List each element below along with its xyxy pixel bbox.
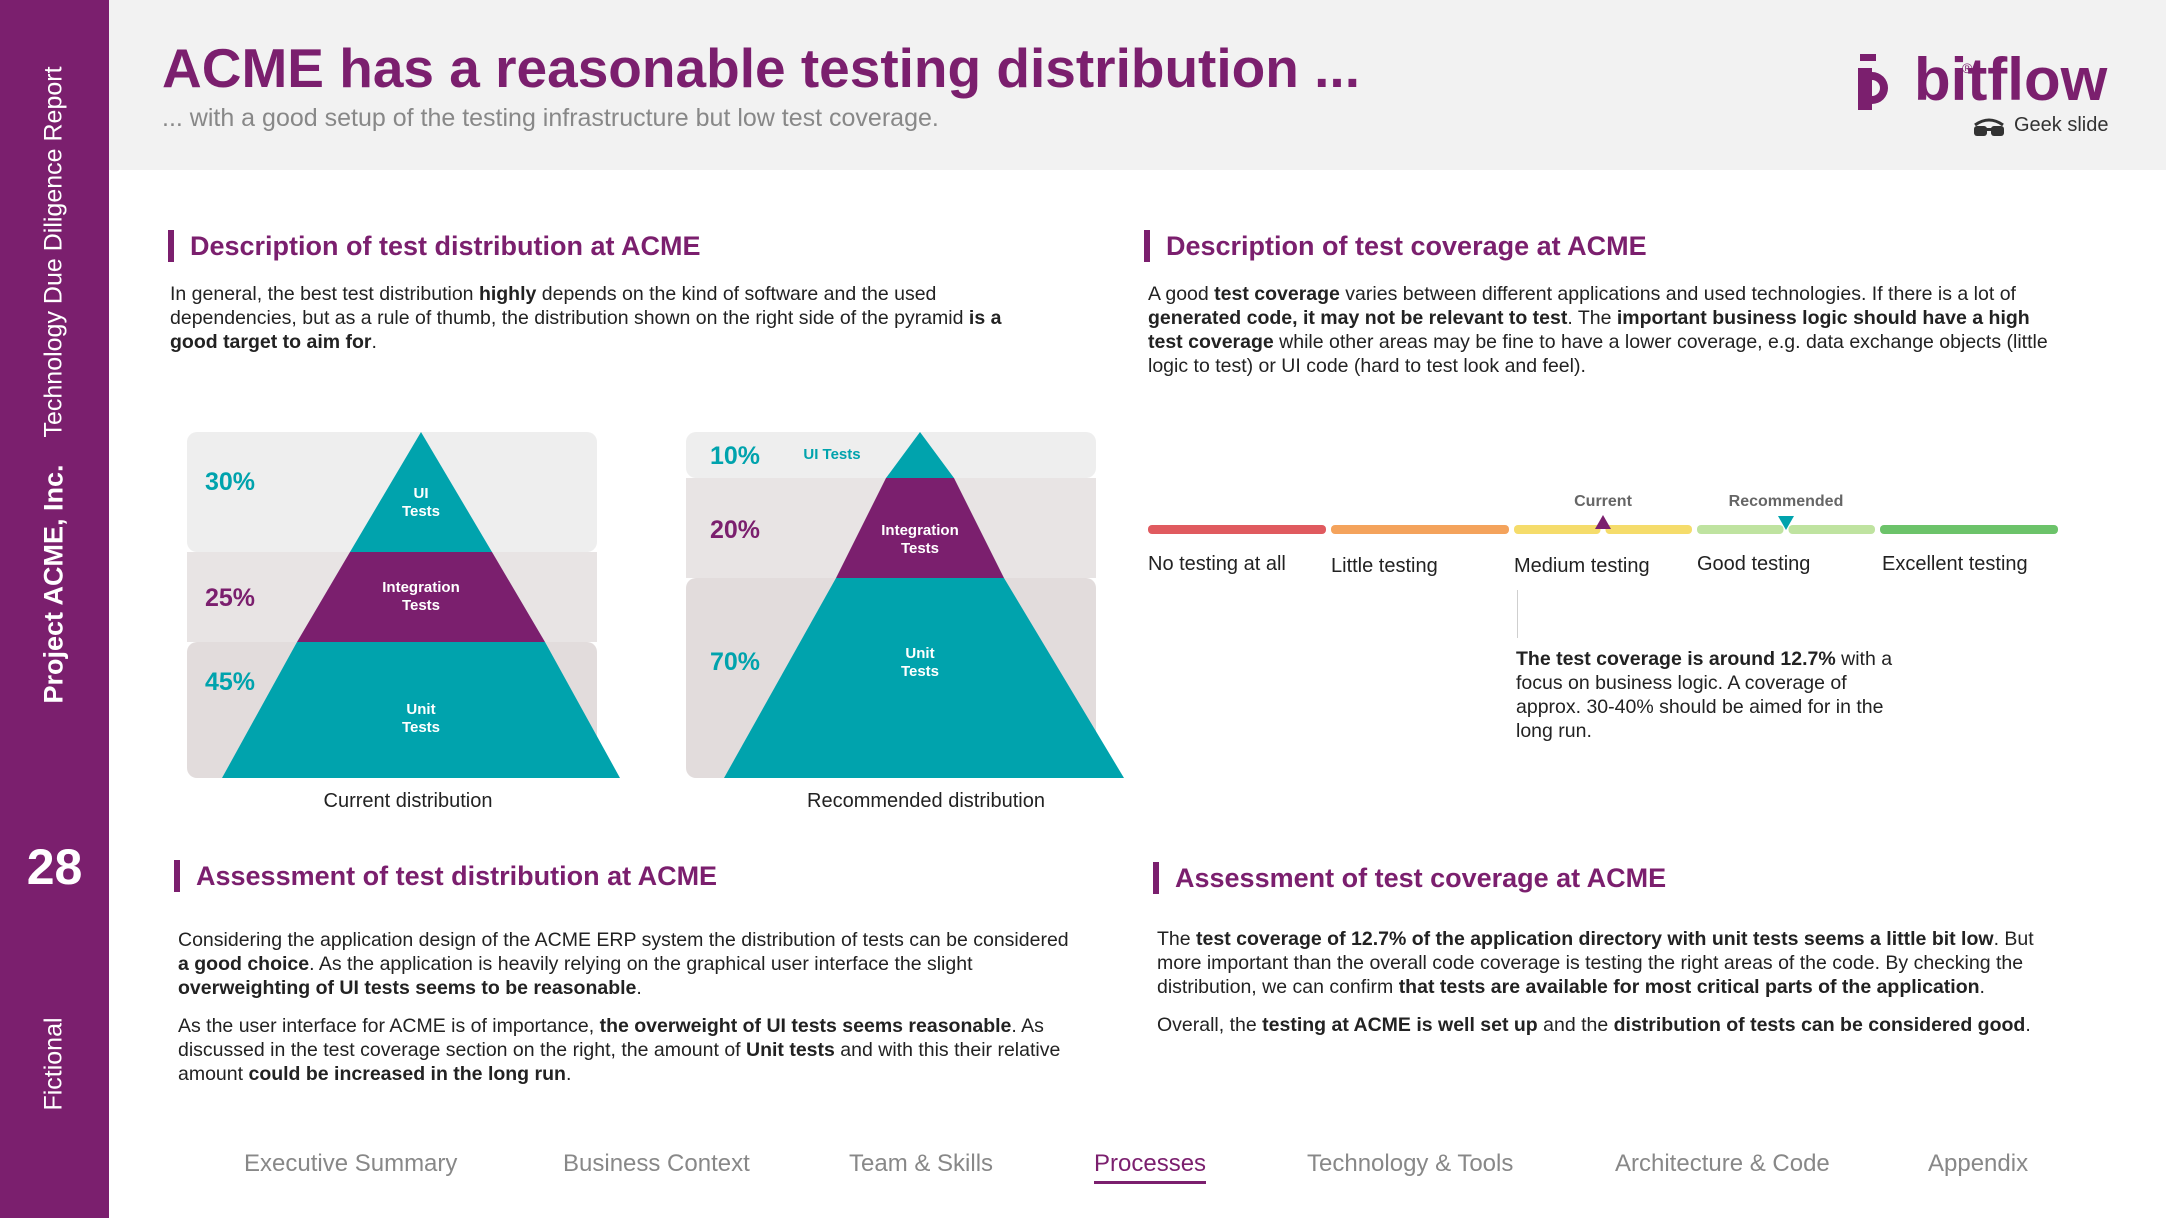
- current-ui-segment: [350, 432, 492, 552]
- bitflow-logo: bitflow: [1850, 48, 2112, 118]
- scale-segment-good-testing-b: [1788, 525, 1875, 534]
- nav-processes[interactable]: Processes: [1094, 1150, 1207, 1177]
- assessment-coverage-p1: The test coverage of 12.7% of the applic…: [1157, 928, 2034, 998]
- logo-wordmark: bitflow: [1914, 46, 2108, 113]
- recommended-pct-unit: 70%: [710, 648, 760, 676]
- nav-appendix[interactable]: Appendix: [1928, 1150, 2029, 1177]
- current-distribution-caption: Current distribution: [323, 790, 493, 812]
- scale-label-excellent-testing: Excellent testing: [1882, 553, 2028, 575]
- current-label-integration-1: Integration: [382, 579, 460, 596]
- page-subtitle: ... with a good setup of the testing inf…: [162, 104, 939, 132]
- current-label-integration-2: Tests: [402, 597, 440, 614]
- assessment-distribution-p1: Considering the application design of th…: [178, 929, 1069, 999]
- recommended-distribution-caption: Recommended distribution: [807, 790, 1045, 812]
- assessment-distribution-heading: Assessment of test distribution at ACME: [174, 860, 717, 892]
- project-name-vertical: Project ACME, Inc.: [38, 464, 69, 704]
- current-label-unit-1: Unit: [406, 701, 435, 718]
- scale-label-good-testing: Good testing: [1697, 553, 1811, 575]
- current-pct-unit: 45%: [205, 668, 255, 696]
- scale-segment-little-testing: [1331, 525, 1509, 534]
- recommended-marker-icon: [1778, 516, 1794, 530]
- recommended-label-ui: UI Tests: [803, 446, 860, 463]
- scale-label-medium-testing: Medium testing: [1514, 555, 1650, 577]
- nav-architecture-code[interactable]: Architecture & Code: [1615, 1150, 1830, 1177]
- current-label-ui-2: Tests: [402, 503, 440, 520]
- coverage-scale: Current Recommended: [1148, 493, 2058, 534]
- geek-glasses-icon: [1974, 118, 2004, 136]
- report-title-vertical: Technology Due Diligence Report: [39, 66, 68, 438]
- scale-segment-no-testing: [1148, 525, 1326, 534]
- fictional-label-vertical: Fictional: [39, 1017, 68, 1111]
- current-integration-segment: [297, 552, 545, 642]
- scale-segment-medium-testing-a: [1514, 525, 1601, 534]
- nav-active-underline: [1094, 1181, 1206, 1184]
- sidebar: [0, 0, 109, 1218]
- scale-segment-good-testing-a: [1697, 525, 1784, 534]
- header-band: [109, 0, 2166, 170]
- current-label-unit-2: Tests: [402, 719, 440, 736]
- recommended-unit-segment: [724, 578, 1124, 778]
- current-pct-integration: 25%: [205, 584, 255, 612]
- current-distribution-pyramid: 30% 25% 45% UI Tests Integration Tests U…: [187, 432, 620, 778]
- page-number: 28: [26, 839, 83, 895]
- recommended-label-integration-1: Integration: [881, 522, 959, 539]
- recommended-marker-label: Recommended: [1729, 493, 1844, 510]
- recommended-band-ui: [686, 432, 1096, 478]
- scale-segment-excellent-testing: [1880, 525, 2058, 534]
- scale-label-little-testing: Little testing: [1331, 555, 1438, 577]
- current-unit-segment: [222, 642, 620, 778]
- page-title: ACME has a reasonable testing distributi…: [162, 37, 1360, 99]
- geek-slide-label: Geek slide: [2014, 114, 2109, 136]
- coverage-heading: Description of test coverage at ACME: [1144, 230, 1647, 262]
- current-marker-icon: [1595, 515, 1611, 529]
- bitflow-logo-mark-icon: [1858, 54, 1888, 110]
- note-connector-line: [1517, 590, 1518, 638]
- recommended-label-integration-2: Tests: [901, 540, 939, 557]
- recommended-label-unit-1: Unit: [905, 645, 934, 662]
- recommended-distribution-pyramid: 10% 20% 70% UI Tests Integration Tests U…: [686, 432, 1124, 778]
- nav-business-context[interactable]: Business Context: [563, 1150, 750, 1177]
- scale-label-no-testing: No testing at all: [1148, 553, 1286, 575]
- nav-technology-tools[interactable]: Technology & Tools: [1307, 1150, 1514, 1177]
- recommended-ui-segment: [886, 432, 954, 478]
- coverage-intro: A good test coverage varies between diff…: [1148, 283, 2048, 377]
- assessment-coverage-p2: Overall, the testing at ACME is well set…: [1157, 1014, 2031, 1036]
- current-marker-label: Current: [1574, 493, 1632, 510]
- current-pct-ui: 30%: [205, 468, 255, 496]
- coverage-note: The test coverage is around 12.7% with a…: [1516, 648, 1893, 742]
- geek-slide-badge: Geek slide: [1972, 113, 2112, 143]
- recommended-pct-integration: 20%: [710, 516, 760, 544]
- nav-team-skills[interactable]: Team & Skills: [849, 1150, 994, 1177]
- assessment-distribution-p2: As the user interface for ACME is of imp…: [178, 1015, 1061, 1085]
- distribution-heading: Description of test distribution at ACME: [168, 230, 701, 262]
- recommended-label-unit-2: Tests: [901, 663, 939, 680]
- registered-mark: ®: [1962, 60, 1973, 76]
- recommended-pct-ui: 10%: [710, 442, 760, 470]
- recommended-integration-segment: [836, 478, 1004, 578]
- nav-executive-summary[interactable]: Executive Summary: [244, 1150, 458, 1177]
- current-label-ui-1: UI: [414, 485, 429, 502]
- assessment-coverage-heading: Assessment of test coverage at ACME: [1153, 862, 1666, 894]
- distribution-intro: In general, the best test distribution h…: [170, 283, 1002, 353]
- scale-segment-medium-testing-b: [1605, 525, 1692, 534]
